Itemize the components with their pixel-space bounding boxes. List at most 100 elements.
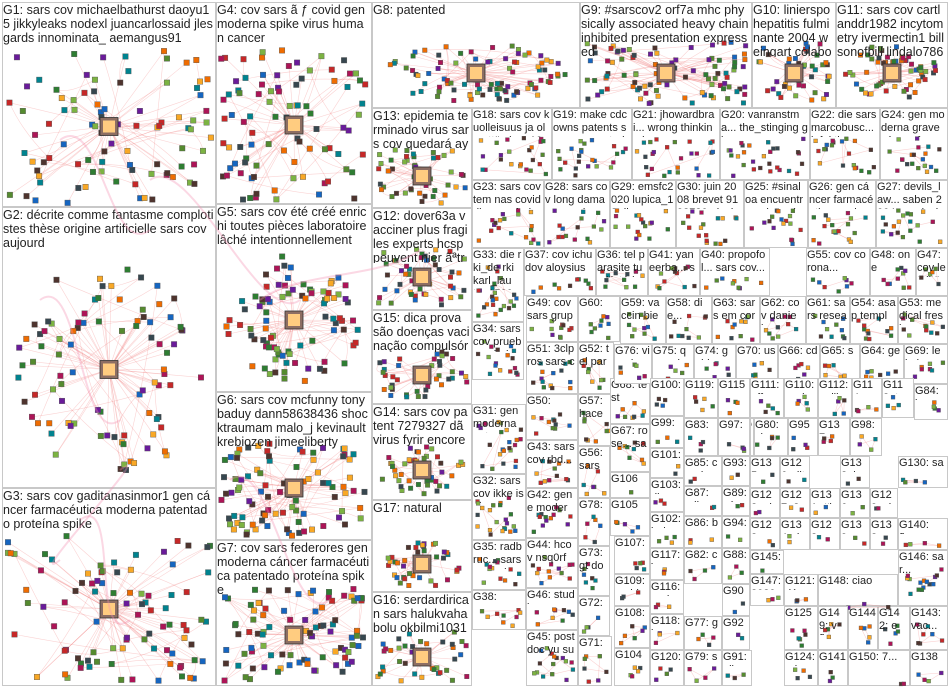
node xyxy=(232,620,239,627)
node xyxy=(735,400,740,405)
node xyxy=(160,548,167,555)
node xyxy=(357,515,364,522)
node xyxy=(249,521,256,528)
node xyxy=(261,664,268,671)
node xyxy=(428,578,434,584)
group-g9: G9: #sarscov2 orf7a mhc physically assoc… xyxy=(580,2,752,108)
node xyxy=(404,263,410,269)
group-label: G144 xyxy=(849,607,876,619)
node xyxy=(390,464,395,469)
node xyxy=(426,70,432,76)
node xyxy=(908,591,913,596)
node xyxy=(504,97,510,103)
node xyxy=(651,149,656,155)
group-g132: G132: ba... xyxy=(840,456,870,488)
group-label: G111: effe... xyxy=(751,379,780,394)
nodes xyxy=(475,495,518,537)
group-g113: G113: tak... xyxy=(882,378,914,418)
node xyxy=(265,587,272,594)
node xyxy=(381,387,387,392)
node xyxy=(614,519,619,525)
node xyxy=(438,296,444,302)
node xyxy=(672,534,677,540)
group-g2: G2: décrite comme fantasme complotistes … xyxy=(2,207,216,488)
node xyxy=(275,88,282,95)
group-label: G14: sars cov patent 7279327 dã virus fy… xyxy=(373,405,468,446)
node xyxy=(788,505,794,510)
node xyxy=(618,370,623,375)
node xyxy=(83,71,90,78)
node xyxy=(35,420,41,427)
node xyxy=(335,274,342,281)
node xyxy=(916,78,922,84)
node xyxy=(221,456,228,463)
group-g67: G67: rose... sars... xyxy=(610,424,650,472)
node xyxy=(251,607,257,614)
node xyxy=(263,283,270,290)
node xyxy=(458,459,464,465)
node xyxy=(704,233,709,238)
node xyxy=(613,224,618,229)
node xyxy=(630,334,635,339)
node xyxy=(407,571,413,577)
node xyxy=(676,464,681,469)
node xyxy=(284,587,291,594)
node xyxy=(494,519,499,525)
node xyxy=(901,681,906,686)
group-g36: G36: tel parasite tue l'intérieur... xyxy=(596,248,648,296)
node xyxy=(310,449,317,456)
node xyxy=(638,96,643,102)
node xyxy=(632,665,637,670)
node xyxy=(711,565,716,570)
node xyxy=(38,343,45,350)
node xyxy=(595,92,601,98)
nodes xyxy=(887,136,942,174)
node xyxy=(75,655,81,662)
group-g1: G1: sars cov michaelbathurst daoyu15 jik… xyxy=(2,2,216,209)
group-label: G109: resid... xyxy=(615,575,648,590)
node xyxy=(220,140,227,147)
node xyxy=(641,461,646,466)
node xyxy=(295,591,302,598)
node xyxy=(204,544,211,551)
group-g11: G11: sars cov cartlanddr1982 incytometry… xyxy=(836,2,948,108)
node xyxy=(603,284,608,289)
node xyxy=(61,107,68,114)
node xyxy=(318,604,325,611)
node xyxy=(931,582,936,587)
node xyxy=(531,380,536,385)
node xyxy=(775,435,780,440)
group-g44: G44: hcov nsq0rfp... xyxy=(526,538,578,588)
node xyxy=(432,262,438,268)
group-label: G138 xyxy=(911,651,938,663)
node xyxy=(829,143,835,148)
node xyxy=(926,679,931,684)
node xyxy=(852,166,857,171)
group-label: G148: ciao xyxy=(819,575,873,587)
node xyxy=(394,288,400,294)
node xyxy=(414,388,420,394)
node xyxy=(331,493,338,500)
node xyxy=(822,223,827,229)
node xyxy=(97,275,103,282)
node xyxy=(448,80,454,86)
node xyxy=(771,146,776,151)
node xyxy=(783,218,789,224)
group-label: G121: dás... xyxy=(785,575,815,590)
node xyxy=(352,339,359,346)
node xyxy=(281,262,288,269)
node xyxy=(511,348,517,353)
node xyxy=(95,295,102,302)
node xyxy=(751,167,756,172)
node xyxy=(362,81,369,88)
node xyxy=(718,241,723,246)
node xyxy=(770,86,776,92)
node xyxy=(89,168,96,175)
node xyxy=(401,563,406,569)
node xyxy=(740,100,746,106)
node xyxy=(403,65,409,71)
node xyxy=(652,45,658,51)
node xyxy=(646,100,652,106)
nodes xyxy=(749,208,803,247)
node xyxy=(248,332,255,339)
